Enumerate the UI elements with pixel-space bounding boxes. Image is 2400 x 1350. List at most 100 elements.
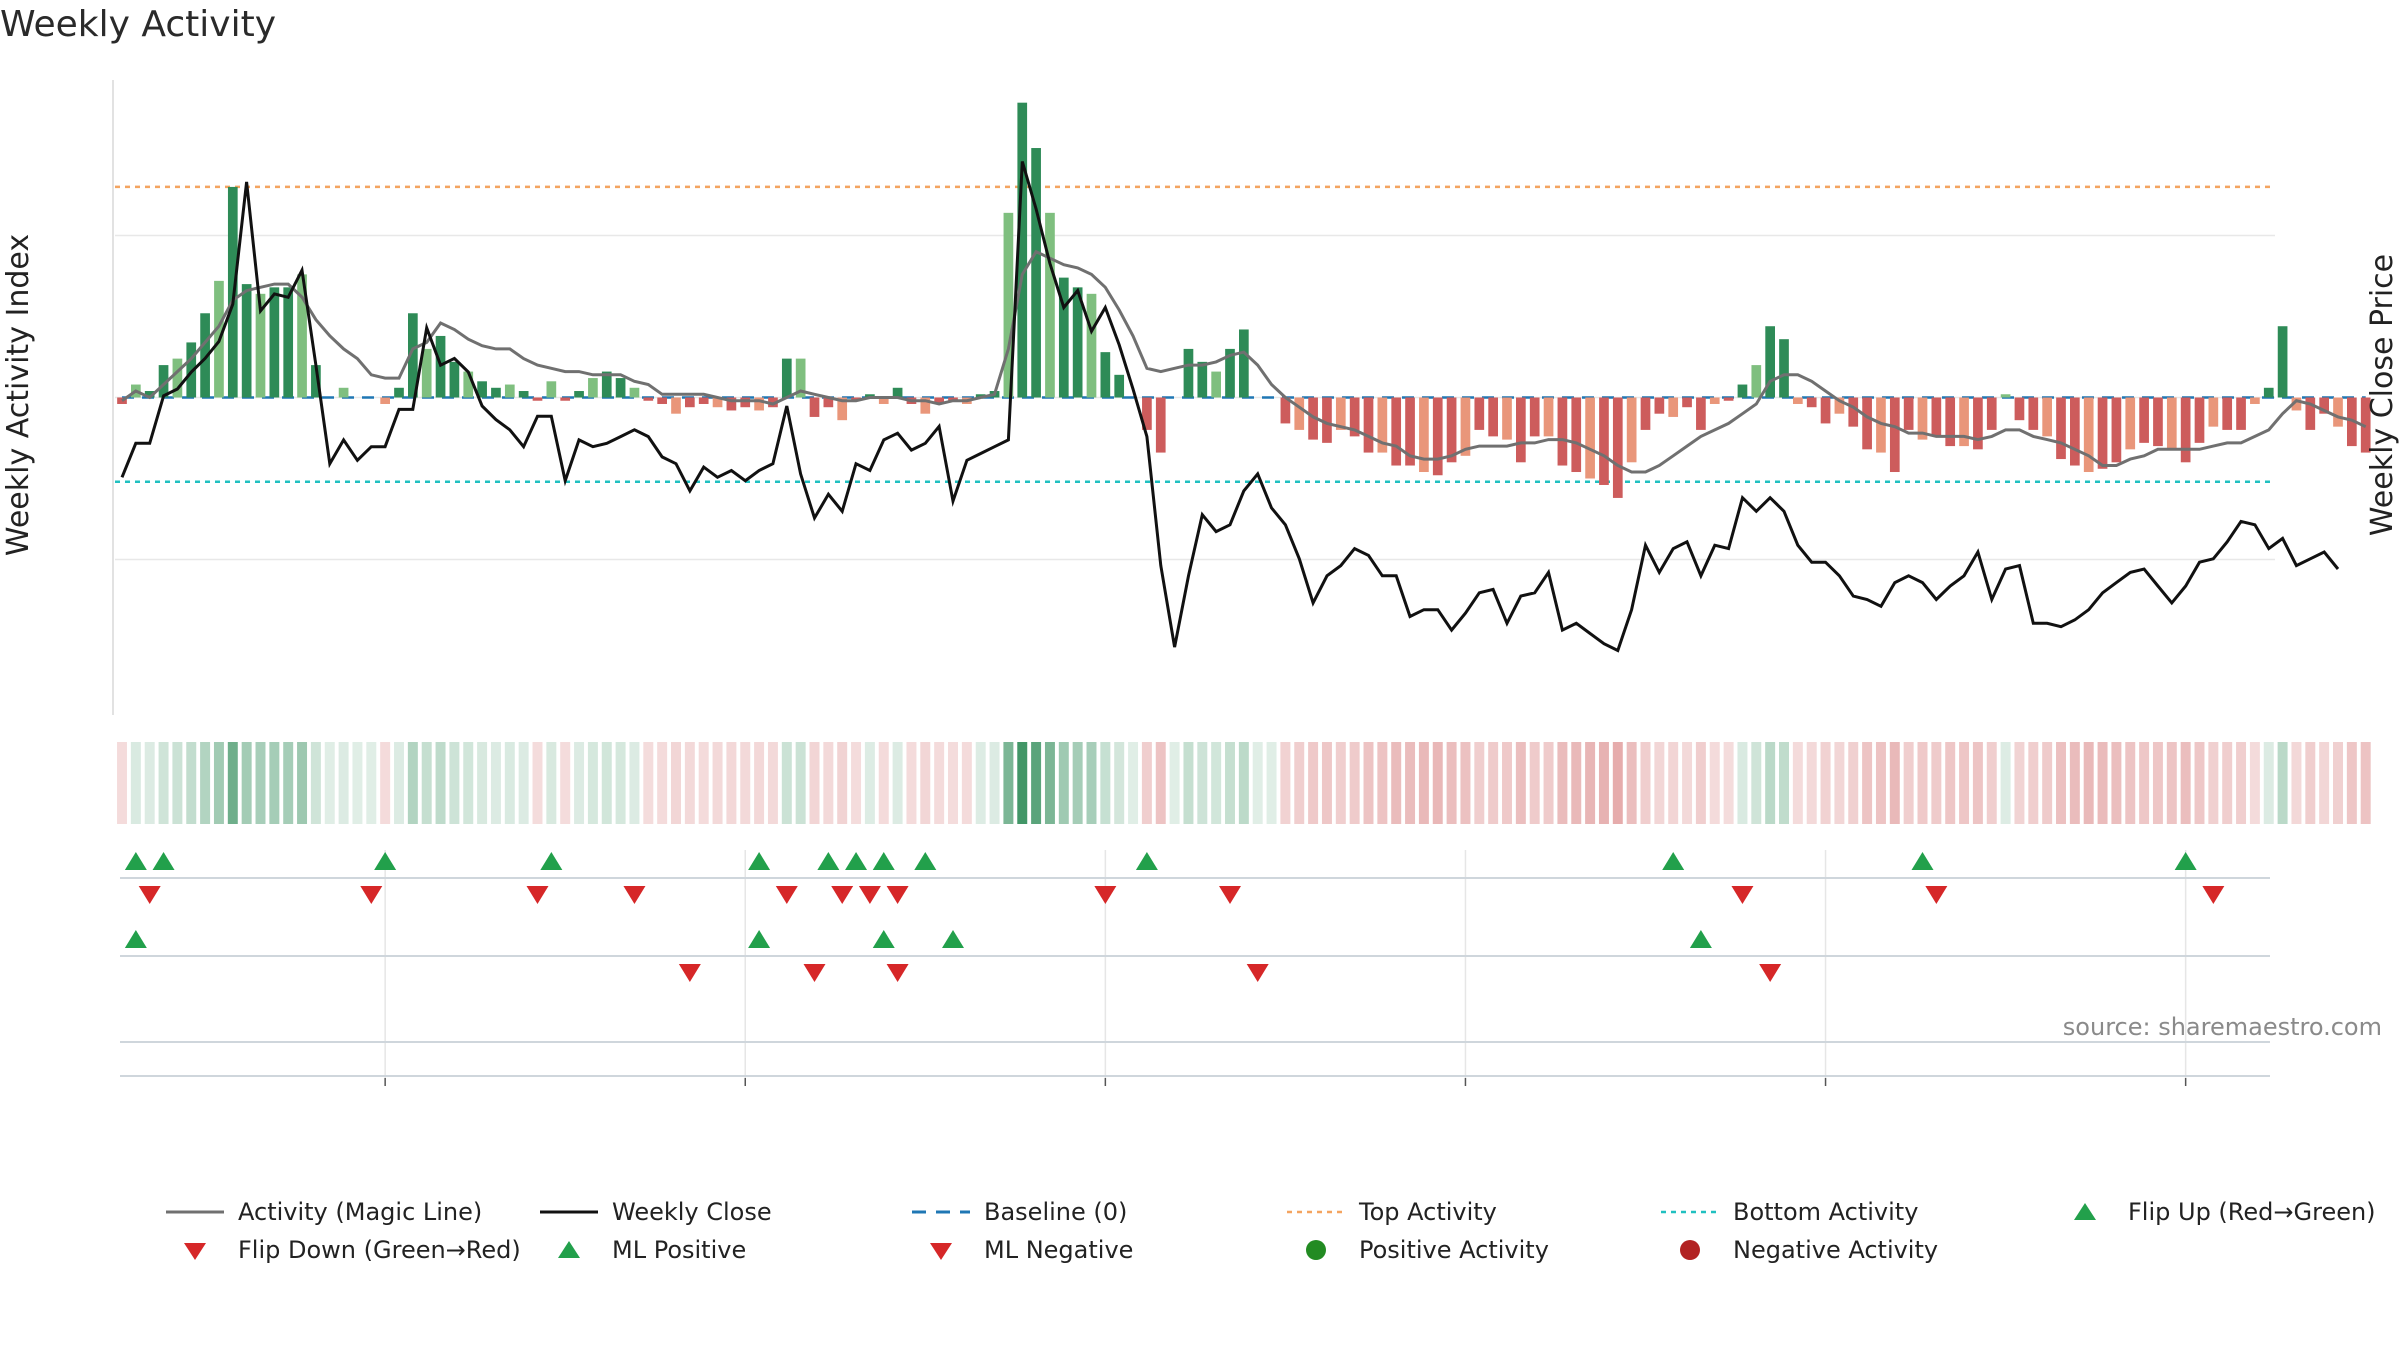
flip-up-marker xyxy=(872,852,895,870)
heat-strip-cell xyxy=(435,742,446,824)
heat-strip-cell xyxy=(324,742,335,824)
heat-strip-cell xyxy=(1363,742,1374,824)
activity-bar xyxy=(1876,397,1886,453)
activity-bar xyxy=(685,397,695,408)
activity-bar xyxy=(1058,277,1069,398)
activity-bar xyxy=(851,397,861,401)
activity-bar xyxy=(837,397,848,421)
activity-bar xyxy=(1405,397,1415,466)
activity-bar xyxy=(1419,397,1429,473)
heat-strip-cell xyxy=(1862,742,1873,824)
activity-bar xyxy=(1072,287,1083,398)
activity-bar xyxy=(2014,397,2025,421)
heat-strip-cell xyxy=(380,742,391,824)
activity-bar xyxy=(1502,397,1512,440)
activity-bar xyxy=(1973,397,1983,450)
flip-up-marker xyxy=(374,852,397,870)
activity-bar xyxy=(1183,348,1194,398)
activity-bar xyxy=(158,365,169,398)
heat-strip-cell xyxy=(532,742,543,824)
flip-down-marker xyxy=(1731,886,1754,904)
heat-strip-cell xyxy=(1100,742,1111,824)
heat-strip-cell xyxy=(1903,742,1914,824)
activity-bar xyxy=(1308,397,1318,440)
heat-strip-cell xyxy=(1128,742,1139,824)
heat-strip-cell xyxy=(1335,742,1346,824)
heat-strip-cell xyxy=(1155,742,1166,824)
heat-strip-cell xyxy=(615,742,626,824)
activity-bar xyxy=(1114,374,1125,398)
activity-bar xyxy=(1806,397,1817,408)
activity-bar xyxy=(1017,102,1028,398)
activity-bar xyxy=(1225,348,1235,398)
activity-bar xyxy=(560,397,571,401)
heat-strip-cell xyxy=(574,742,585,824)
activity-bar xyxy=(1557,397,1568,466)
heat-strip-cell xyxy=(2111,742,2122,824)
activity-bar xyxy=(726,397,737,411)
heat-strip-cell xyxy=(781,742,792,824)
heat-strip-cell xyxy=(1238,742,1249,824)
heat-strip-cell xyxy=(1986,742,1997,824)
heat-strip-cell xyxy=(1211,742,1222,824)
heat-strip-cell xyxy=(920,742,931,824)
heat-strip-cell xyxy=(961,742,972,824)
heat-strip-cell xyxy=(809,742,820,824)
heat-strip-cell xyxy=(144,742,155,824)
activity-bar xyxy=(712,397,723,408)
flip-up-marker xyxy=(1135,852,1158,870)
heat-strip-cell xyxy=(2291,742,2302,824)
heat-strip-cell xyxy=(1058,742,1069,824)
heat-strip-cell xyxy=(1875,742,1886,824)
heat-strip-cell xyxy=(795,742,806,824)
activity-bar xyxy=(1917,397,1928,440)
heat-strip-cell xyxy=(1626,742,1637,824)
heat-strip-cell xyxy=(1765,742,1776,824)
heat-strip-cell xyxy=(587,742,598,824)
activity-bar xyxy=(1626,397,1637,463)
heat-strip-cell xyxy=(1280,742,1291,824)
activity-bar xyxy=(255,293,266,398)
heat-strip-cell xyxy=(1474,742,1485,824)
heat-strip-cell xyxy=(1017,742,1028,824)
heat-strip-cell xyxy=(213,742,224,824)
magic-line xyxy=(121,249,2367,474)
heat-strip-cell xyxy=(2319,742,2330,824)
activity-bar xyxy=(1391,397,1402,466)
heat-strip-cell xyxy=(601,742,612,824)
heat-strip-cell xyxy=(2056,742,2066,824)
activity-bar xyxy=(2083,397,2094,473)
activity-bar xyxy=(754,397,764,411)
activity-bar xyxy=(588,378,598,398)
heat-strip-cell xyxy=(352,742,363,824)
activity-bar xyxy=(1363,397,1374,453)
activity-bar xyxy=(1377,397,1388,453)
heat-strip-cell xyxy=(504,742,515,824)
activity-bar xyxy=(380,397,390,404)
heat-strip-cell xyxy=(1294,742,1305,824)
flip-down-marker xyxy=(886,886,909,904)
heat-strip-cell xyxy=(130,742,141,824)
heat-strip-cell xyxy=(1737,742,1748,824)
activity-bar xyxy=(449,361,460,398)
activity-bar xyxy=(2208,397,2219,427)
activity-bar xyxy=(2360,397,2371,453)
heat-strip-cell xyxy=(1834,742,1845,824)
heat-strip-cell xyxy=(394,742,404,824)
heat-strip-cell xyxy=(1695,742,1706,824)
flip-down-marker xyxy=(526,886,549,904)
activity-bar xyxy=(934,397,944,404)
heat-strip-cell xyxy=(629,742,640,824)
heat-strip-cell xyxy=(1169,742,1180,824)
heat-strip-cell xyxy=(2277,742,2288,824)
heat-strip-cell xyxy=(1405,742,1416,824)
heat-strip-cell xyxy=(310,742,321,824)
heat-strip-cell xyxy=(643,742,654,824)
heat-strip-cell xyxy=(2014,742,2025,824)
activity-bar xyxy=(601,371,612,398)
activity-bar xyxy=(1751,365,1762,398)
heat-strip-cell xyxy=(2333,742,2343,824)
activity-bar xyxy=(1779,339,1789,398)
heat-strip-cell xyxy=(518,742,529,824)
